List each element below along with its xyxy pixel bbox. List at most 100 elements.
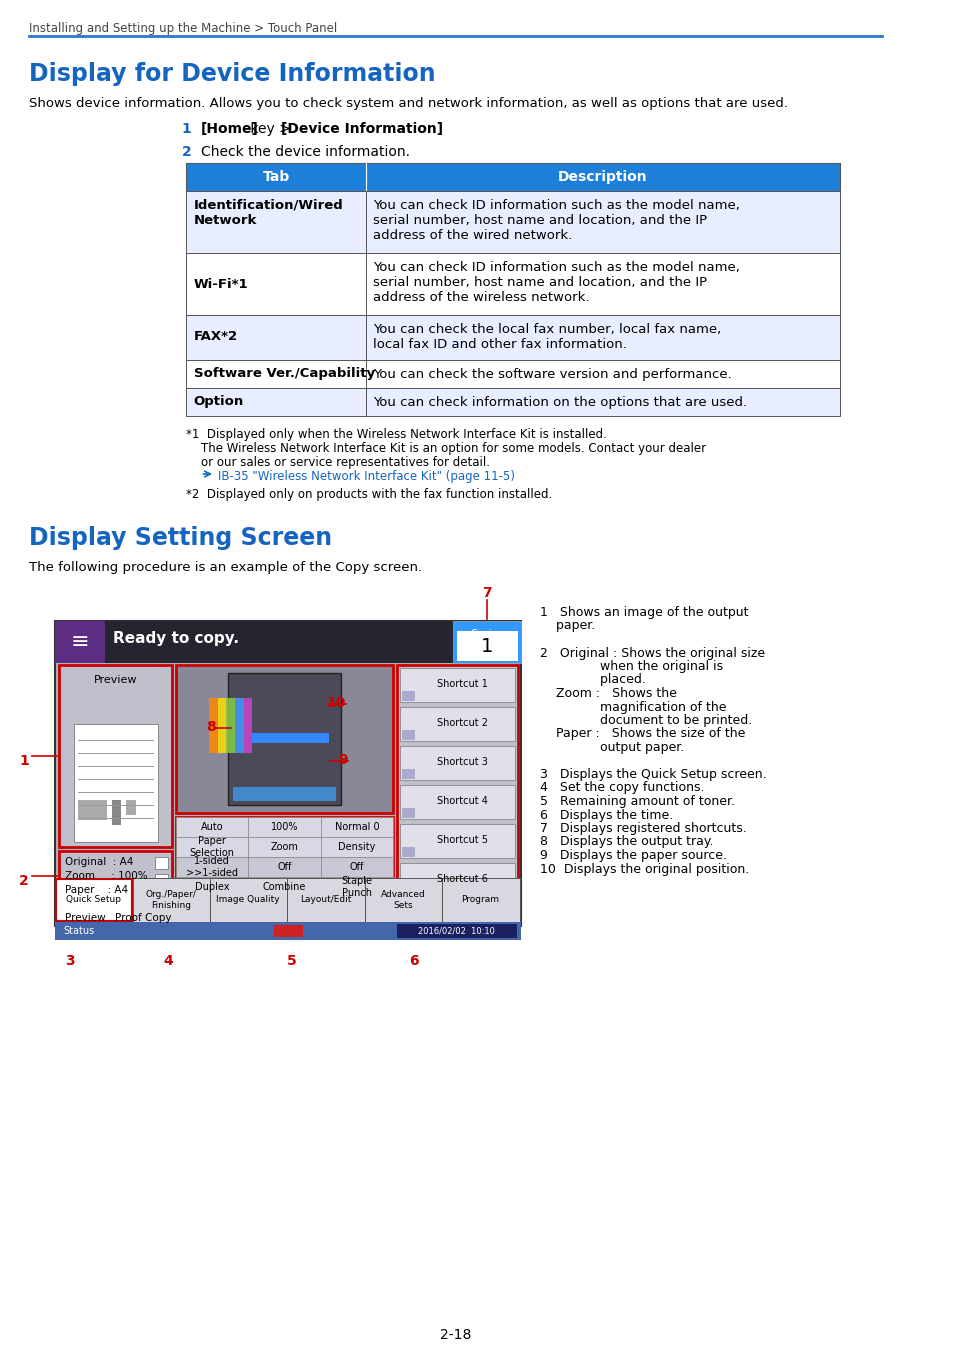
Bar (364, 878, 442, 922)
Bar (186, 163, 840, 190)
Text: FAX*2: FAX*2 (193, 331, 237, 343)
Text: Tab: Tab (262, 170, 290, 184)
Bar (217, 698, 226, 753)
Text: paper.: paper. (539, 620, 595, 633)
Text: Software Ver./Capability: Software Ver./Capability (193, 367, 375, 381)
Text: Density: Density (338, 842, 375, 852)
Text: Duplex: Duplex (194, 882, 229, 892)
Text: output paper.: output paper. (539, 741, 683, 755)
Text: Paper    : A4: Paper : A4 (65, 886, 128, 895)
Bar (175, 666, 393, 813)
Bar (55, 878, 132, 922)
Text: Preview: Preview (93, 675, 137, 684)
Text: Ready to copy.: Ready to copy. (112, 630, 238, 647)
Text: [Device Information]: [Device Information] (280, 122, 442, 136)
Text: 1: 1 (19, 755, 29, 768)
Bar (186, 387, 840, 416)
Bar (112, 801, 121, 825)
Text: Display for Device Information: Display for Device Information (29, 62, 435, 86)
Text: Description: Description (558, 170, 647, 184)
Text: Advanced
Sets: Advanced Sets (380, 890, 425, 910)
Text: Wi-Fi*1: Wi-Fi*1 (193, 278, 248, 290)
Bar (78, 801, 107, 819)
Text: Shortcut 3: Shortcut 3 (436, 757, 487, 767)
Bar (175, 817, 248, 837)
Bar (401, 769, 415, 779)
Bar (175, 878, 248, 896)
Bar (226, 698, 234, 753)
Text: Quick Setup: Quick Setup (66, 895, 121, 905)
Text: Staple
Punch: Staple Punch (341, 876, 373, 898)
Bar (399, 747, 515, 780)
Text: *1  Displayed only when the Wireless Network Interface Kit is installed.: *1 Displayed only when the Wireless Netw… (186, 428, 606, 441)
Text: 7   Displays registered shortcuts.: 7 Displays registered shortcuts. (539, 822, 745, 836)
Bar (453, 621, 521, 663)
Text: magnification of the: magnification of the (539, 701, 725, 714)
Bar (59, 907, 111, 929)
Bar (234, 698, 243, 753)
Text: key >: key > (246, 122, 295, 136)
Text: Auto: Auto (200, 822, 223, 832)
Text: 3   Displays the Quick Setup screen.: 3 Displays the Quick Setup screen. (539, 768, 765, 782)
Bar (274, 925, 302, 937)
Bar (56, 879, 132, 921)
Text: Shortcut 5: Shortcut 5 (436, 836, 487, 845)
Text: Original  : A4: Original : A4 (65, 857, 133, 867)
Text: 6   Displays the time.: 6 Displays the time. (539, 809, 672, 822)
Text: Layout/Edit: Layout/Edit (299, 895, 351, 905)
Text: 6: 6 (408, 954, 418, 968)
Text: Org./Paper/
Finishing: Org./Paper/ Finishing (146, 890, 196, 910)
Bar (248, 837, 320, 857)
Bar (209, 698, 217, 753)
Bar (73, 724, 157, 842)
Text: The Wireless Network Interface Kit is an option for some models. Contact your de: The Wireless Network Interface Kit is an… (186, 441, 705, 455)
Text: Status: Status (63, 926, 94, 936)
Text: Shortcut 6: Shortcut 6 (436, 873, 487, 884)
Bar (399, 863, 515, 896)
Bar (186, 360, 840, 387)
Text: 2   Original : Shows the original size: 2 Original : Shows the original size (539, 647, 764, 660)
Text: Preview: Preview (65, 913, 105, 923)
Text: 10: 10 (326, 697, 346, 710)
Text: The following procedure is an example of the Copy screen.: The following procedure is an example of… (29, 562, 421, 574)
Bar (287, 878, 364, 922)
Text: Paper
Selection: Paper Selection (190, 836, 234, 857)
Bar (320, 817, 393, 837)
Text: Proof Copy: Proof Copy (115, 913, 172, 923)
Bar (401, 730, 415, 740)
Text: 2: 2 (19, 873, 29, 888)
Text: 1   Shows an image of the output: 1 Shows an image of the output (539, 606, 747, 620)
Text: Off: Off (350, 863, 364, 872)
Bar (248, 817, 320, 837)
Bar (59, 666, 172, 846)
Bar (442, 878, 519, 922)
Text: Option: Option (193, 396, 244, 409)
Bar (396, 923, 517, 938)
Bar (399, 707, 515, 741)
Text: Identification/Wired: Identification/Wired (193, 198, 343, 212)
Text: 4: 4 (163, 954, 172, 968)
Bar (248, 878, 320, 896)
Text: Off: Off (277, 863, 292, 872)
Text: placed.: placed. (539, 674, 645, 687)
Bar (210, 878, 287, 922)
Text: Shows device information. Allows you to check system and network information, as: Shows device information. Allows you to … (29, 97, 787, 109)
Text: Shortcut 4: Shortcut 4 (436, 796, 487, 806)
Bar (401, 809, 415, 818)
Text: 7: 7 (482, 586, 492, 599)
Bar (401, 846, 415, 857)
Text: 5   Remaining amount of toner.: 5 Remaining amount of toner. (539, 795, 734, 809)
Text: You can check ID information such as the model name,
serial number, host name an: You can check ID information such as the… (373, 261, 740, 304)
Text: 8: 8 (206, 720, 215, 734)
Text: 2: 2 (181, 144, 191, 159)
Bar (59, 850, 172, 903)
Text: 1: 1 (181, 122, 191, 136)
Text: document to be printed.: document to be printed. (539, 714, 751, 728)
Bar (55, 621, 105, 663)
Text: Display Setting Screen: Display Setting Screen (29, 526, 332, 549)
Bar (55, 922, 521, 940)
Bar (320, 857, 393, 878)
Text: ≡: ≡ (71, 632, 90, 652)
Bar (320, 837, 393, 857)
Bar (186, 190, 840, 252)
